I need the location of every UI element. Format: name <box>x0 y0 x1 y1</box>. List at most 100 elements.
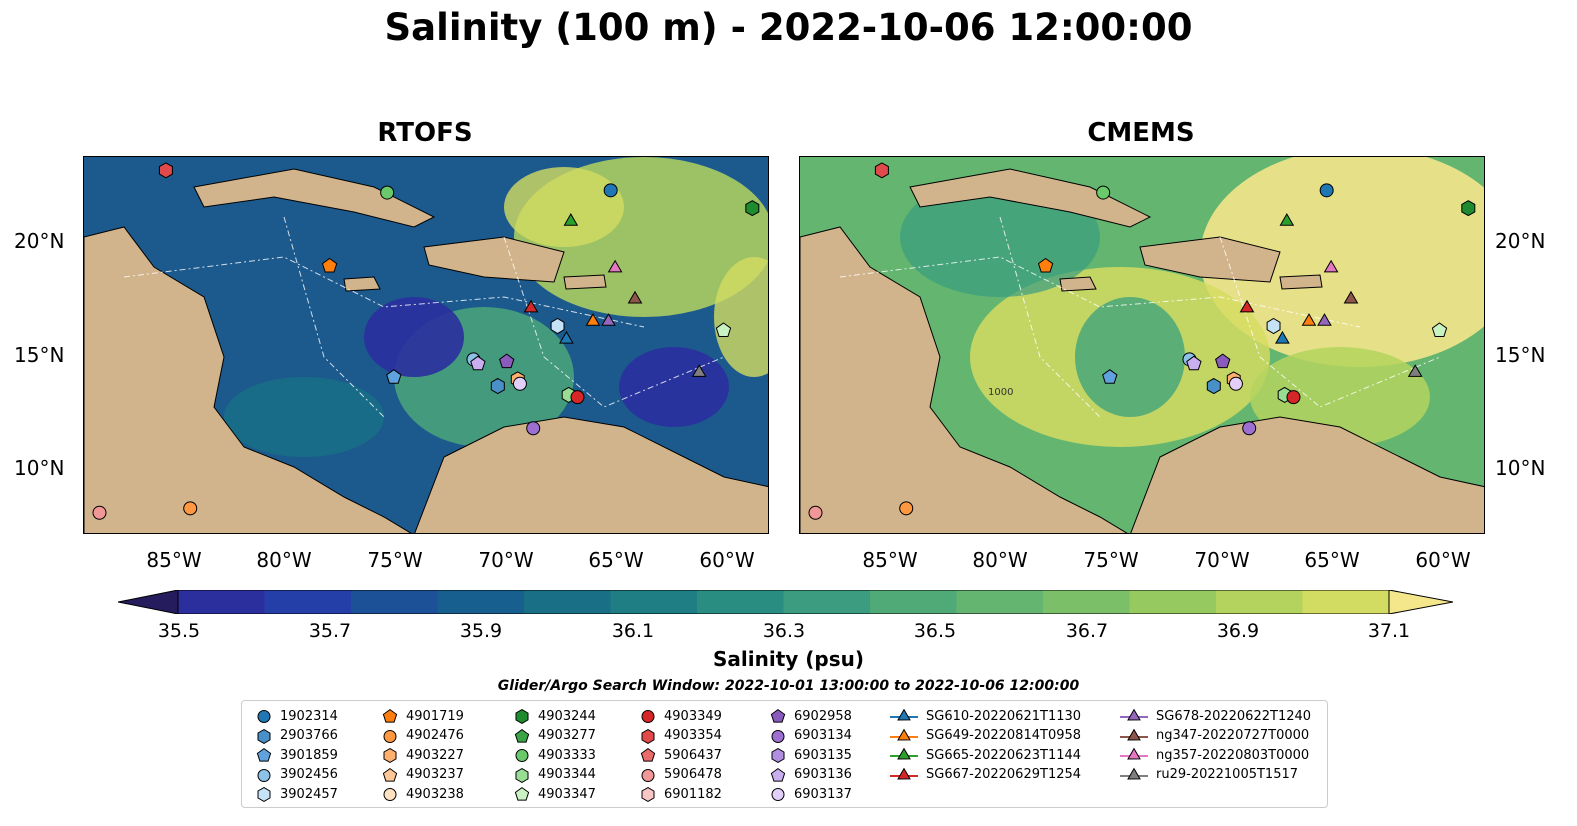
legend-marker-icon <box>890 708 918 721</box>
map-marker-6902958 <box>499 353 515 369</box>
colorbar-tick: 36.9 <box>1216 620 1260 642</box>
legend-label: SG678-20220622T1240 <box>1156 708 1312 724</box>
markers-cmems <box>808 162 1476 520</box>
colorbar-tick: 36.1 <box>611 620 655 642</box>
colorbar-segment <box>1129 590 1217 614</box>
legend-marker-icon <box>257 768 271 782</box>
legend-item: 4903277 <box>514 727 596 745</box>
legend-label: 4903344 <box>538 767 596 782</box>
map-marker-4902476 <box>183 501 198 516</box>
lon-label-right-65: 65°W <box>1304 548 1360 572</box>
colorbar-tick: 35.9 <box>459 620 503 642</box>
salinity-field <box>714 257 768 377</box>
legend-marker-icon <box>1120 767 1148 780</box>
legend-marker-icon <box>515 709 529 724</box>
legend-marker-icon <box>1120 747 1148 760</box>
legend-item: ng347-20220727T0000 <box>1120 727 1309 745</box>
legend-label: 4903227 <box>406 747 464 763</box>
legend-item: 2903766 <box>256 727 338 745</box>
legend: 1902314 2903766 3901859 3902456 3902457 49017… <box>241 700 1328 808</box>
panel-title-rtofs: RTOFS <box>377 118 473 148</box>
map-panel-cmems: 1000 <box>799 156 1485 534</box>
legend-item: 1902314 <box>256 707 338 725</box>
map-marker-4903349 <box>570 390 585 405</box>
figure-title: Salinity (100 m) - 2022-10-06 12:00:00 <box>384 6 1193 49</box>
legend-item: SG649-20220814T0958 <box>890 727 1081 745</box>
lon-label-right-80: 80°W <box>972 548 1028 572</box>
legend-label: 5906478 <box>664 767 722 782</box>
legend-marker-icon <box>257 787 271 802</box>
map-marker-4903333 <box>1096 185 1111 200</box>
colorbar <box>118 590 1453 614</box>
map-marker-4903347 <box>715 322 732 337</box>
legend-item: 4903244 <box>514 707 596 725</box>
legend-marker-icon <box>1120 708 1148 721</box>
legend-marker-icon <box>641 787 655 802</box>
legend-item: 6903136 <box>770 766 852 784</box>
legend-label: 4903354 <box>664 728 722 743</box>
lat-label-right-10: 10°N <box>1495 456 1546 480</box>
legend-label: SG667-20220629T1254 <box>926 767 1082 782</box>
legend-item: 4903344 <box>514 766 596 784</box>
colorbar-segment <box>610 590 698 614</box>
land-puerto-rico <box>563 274 607 290</box>
map-marker-SG610-20220621T1130 <box>559 330 574 344</box>
legend-label: 1902314 <box>280 708 338 724</box>
legend-label: 4903238 <box>406 786 464 802</box>
colorbar-segment <box>1302 590 1390 614</box>
legend-label: 4903349 <box>664 708 722 724</box>
map-marker-6903136 <box>1186 355 1202 371</box>
legend-item: ru29-20221005T1517 <box>1120 766 1298 784</box>
land-cuba <box>909 168 1152 228</box>
lon-label-left-80: 80°W <box>256 548 312 572</box>
legend-item: 4902476 <box>382 727 464 745</box>
map-marker-SG649-20220814T0958 <box>1301 313 1317 326</box>
map-marker-5906478 <box>92 505 107 520</box>
map-marker-ng347-20220727T0000 <box>1343 290 1359 304</box>
legend-item: SG610-20220621T1130 <box>890 707 1081 725</box>
legend-item: 3902456 <box>256 766 338 784</box>
map-marker-6903134 <box>526 421 541 436</box>
colorbar-segment <box>1043 590 1130 614</box>
legend-marker-icon <box>641 768 655 782</box>
colorbar-segment <box>524 590 611 614</box>
legend-marker-icon <box>770 708 786 723</box>
legend-label: ng347-20220727T0000 <box>1156 728 1310 743</box>
legend-item: 3901859 <box>256 746 338 764</box>
legend-item: 6901182 <box>640 785 722 803</box>
colorbar-segment <box>956 590 1044 614</box>
land-jamaica <box>1059 276 1097 292</box>
salinity-field <box>504 167 624 247</box>
map-marker-3901859 <box>1102 369 1118 384</box>
legend-label: 4902476 <box>406 728 464 743</box>
map-panel-rtofs <box>83 156 769 534</box>
legend-label: 4903244 <box>538 708 596 724</box>
colorbar-tick: 37.1 <box>1367 620 1411 642</box>
lat-label-left-10: 10°N <box>14 456 65 480</box>
legend-label: 3902456 <box>280 767 338 782</box>
legend-item: 4903347 <box>514 785 596 803</box>
map-marker-4903244 <box>1461 200 1476 217</box>
colorbar-tick: 36.7 <box>1065 620 1109 642</box>
map-marker-SG610-20220621T1130 <box>1275 330 1290 344</box>
legend-marker-icon <box>771 788 785 801</box>
map-marker-6903137 <box>512 376 527 391</box>
lat-label-right-15: 15°N <box>1495 343 1546 367</box>
land-central-america <box>800 226 1128 533</box>
land-jamaica <box>343 276 381 292</box>
map-marker-4903347 <box>1431 322 1448 337</box>
map-marker-6902958 <box>1215 353 1231 369</box>
legend-label: 6903136 <box>794 767 852 782</box>
legend-item: 5906437 <box>640 746 722 764</box>
legend-marker-icon <box>890 728 918 741</box>
legend-label: 4903347 <box>538 786 596 802</box>
colorbar-segment <box>697 590 784 614</box>
legend-label: 4901719 <box>406 708 464 724</box>
legend-marker-icon <box>641 728 655 744</box>
lon-label-left-60: 60°W <box>699 548 755 572</box>
map-marker-3902457 <box>550 317 565 335</box>
salinity-field <box>1075 297 1185 417</box>
map-marker-2903766 <box>1206 377 1221 395</box>
map-marker-ru29-20221005T1517 <box>1407 364 1423 377</box>
map-cmems-svg: 1000 <box>800 157 1484 533</box>
